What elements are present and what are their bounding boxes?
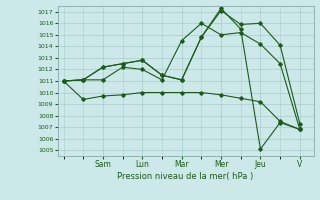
X-axis label: Pression niveau de la mer( hPa ): Pression niveau de la mer( hPa ) xyxy=(117,172,254,181)
